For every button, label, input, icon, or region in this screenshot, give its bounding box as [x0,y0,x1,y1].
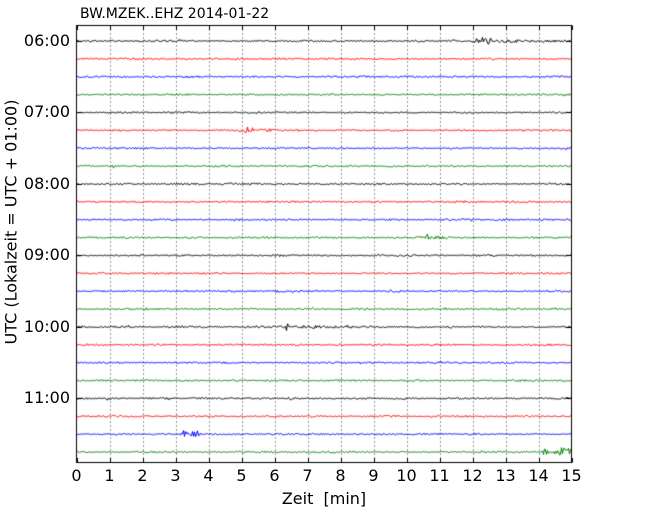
x-axis-label: Zeit [min] [281,489,367,508]
x-tick-label: 9 [368,466,379,485]
x-tick-label: 12 [462,466,483,485]
y-tick-label: 07:00 [23,102,70,122]
y-tick-label: 09:00 [23,245,70,265]
y-tick-label: 08:00 [23,173,70,193]
x-tick-label: 14 [528,466,549,485]
x-tick-label: 6 [269,466,280,485]
plot-title: BW.MZEK..EHZ 2014-01-22 [80,6,270,22]
x-tick-label: 8 [335,466,346,485]
x-tick-label: 11 [429,466,450,485]
x-tick-label: 0 [71,466,82,485]
x-tick-label: 5 [236,466,247,485]
x-tick-label: 2 [137,466,148,485]
x-tick-label: 7 [302,466,313,485]
x-tick-label: 10 [396,466,417,485]
x-tick-label: 4 [203,466,214,485]
x-tick-label: 15 [561,466,582,485]
y-axis-label: UTC (Lokalzeit = UTC + 01:00) [1,99,21,345]
y-tick-label: 06:00 [23,31,70,50]
y-tick-label: 11:00 [23,388,70,408]
x-tick-label: 13 [495,466,516,485]
y-tick-label: 10:00 [23,316,70,336]
x-tick-label: 3 [170,466,181,485]
x-tick-label: 1 [104,466,115,485]
